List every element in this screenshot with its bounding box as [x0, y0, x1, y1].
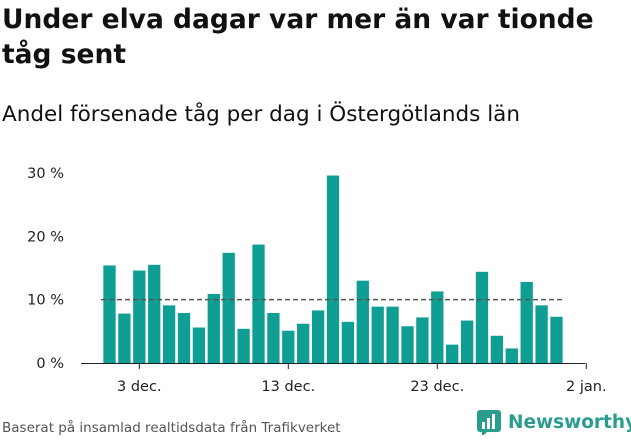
bars — [103, 175, 563, 363]
brand-name: Newsworthy — [508, 411, 631, 433]
bar — [416, 317, 429, 363]
y-tick-label: 0 % — [36, 356, 64, 372]
bar — [118, 313, 131, 363]
bar — [177, 312, 191, 363]
source-footer: Baserat på insamlad realtidsdata från Tr… — [2, 420, 341, 436]
bar — [237, 328, 250, 363]
newsworthy-logo: Newsworthy — [476, 407, 631, 437]
bar — [341, 321, 355, 363]
x-tick-label: 13 dec. — [261, 379, 315, 395]
bar — [267, 312, 280, 363]
y-axis: 0 % 10 % 20 % 30 % — [27, 166, 64, 372]
bar — [326, 175, 340, 363]
bar — [520, 281, 533, 363]
x-tick-label: 2 jan. — [566, 379, 607, 395]
bar — [162, 305, 176, 363]
bar — [148, 264, 161, 363]
x-tick-label: 23 dec. — [410, 379, 464, 395]
bar — [252, 244, 265, 363]
bar — [535, 305, 548, 363]
bar — [311, 310, 325, 363]
bar — [192, 327, 206, 363]
bar — [505, 348, 518, 363]
bar — [133, 270, 146, 363]
bar — [386, 306, 399, 363]
bar — [371, 306, 384, 363]
x-axis: 3 dec. 13 dec. 23 dec. 2 jan. — [117, 363, 607, 395]
x-tick-label: 3 dec. — [117, 379, 162, 395]
chart-subtitle: Andel försenade tåg per dag i Östergötla… — [2, 102, 520, 127]
bar — [282, 330, 295, 363]
newsworthy-logo-icon — [477, 410, 501, 435]
bar — [222, 252, 235, 363]
bar — [297, 323, 310, 363]
y-tick-label: 30 % — [27, 166, 64, 182]
y-tick-label: 20 % — [27, 229, 64, 245]
bar — [401, 326, 414, 363]
bar — [431, 291, 444, 363]
y-tick-label: 10 % — [27, 293, 64, 309]
bar — [460, 320, 474, 363]
bar — [446, 344, 459, 363]
bar — [356, 280, 369, 363]
bar — [550, 316, 563, 363]
chart-title: Under elva dagar var mer än var tionde t… — [2, 4, 594, 70]
bar — [490, 335, 504, 363]
bar — [475, 271, 489, 363]
bar — [207, 293, 220, 363]
bar — [103, 265, 116, 363]
